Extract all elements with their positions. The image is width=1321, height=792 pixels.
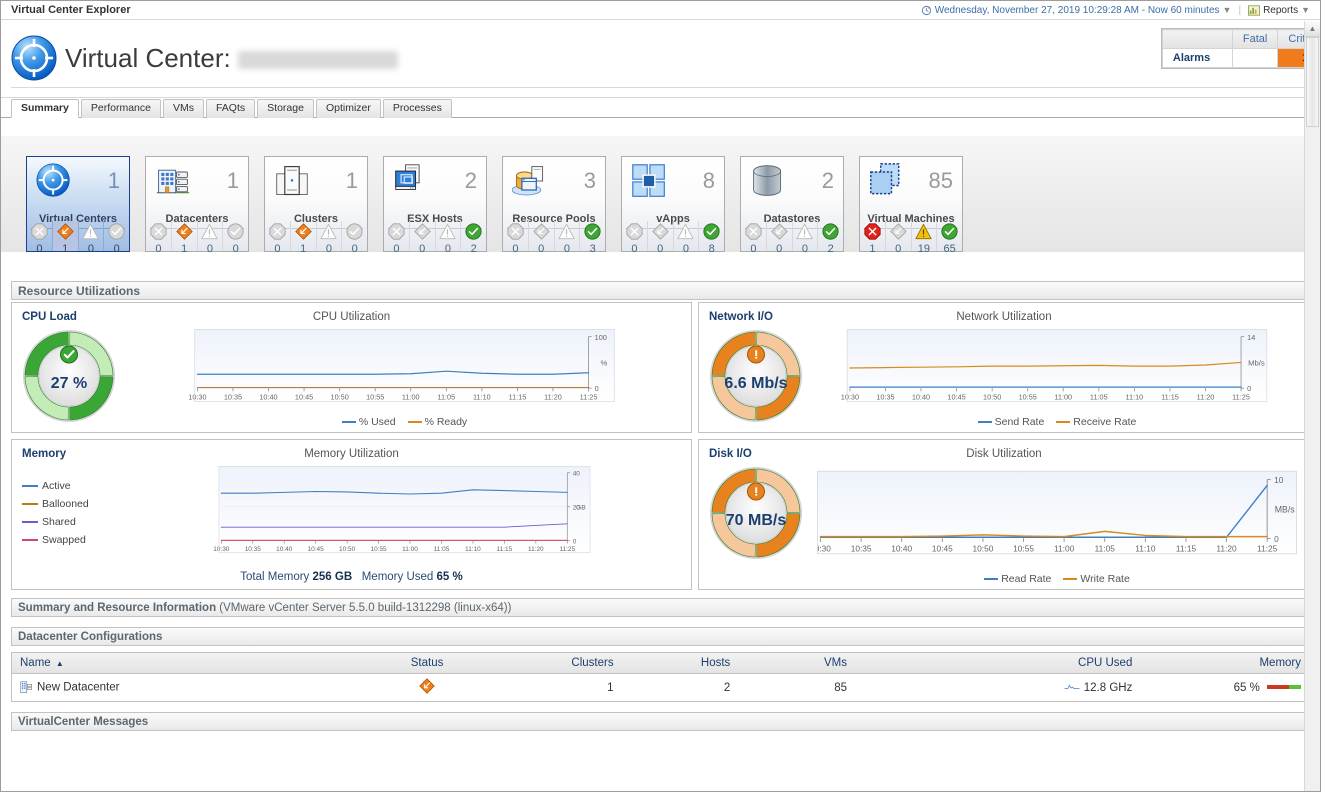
svg-text:11:20: 11:20 [1216,544,1237,554]
svg-text:10:55: 10:55 [371,546,388,553]
svg-text:11:20: 11:20 [544,393,562,402]
svg-text:40: 40 [573,471,581,478]
svg-text:10:55: 10:55 [1019,393,1037,402]
svg-text:10:50: 10:50 [331,393,349,402]
svg-text:11:00: 11:00 [1054,393,1072,402]
svg-text:10:40: 10:40 [276,546,293,553]
svg-text:10:40: 10:40 [891,544,912,554]
svg-text:11:00: 11:00 [1054,544,1075,554]
svg-text:11:25: 11:25 [559,546,575,553]
svg-text:11:05: 11:05 [437,393,455,402]
svg-text:11:20: 11:20 [1197,393,1215,402]
svg-text:10:40: 10:40 [259,393,277,402]
svg-text:10:45: 10:45 [308,546,325,553]
svg-text:11:15: 11:15 [1161,393,1179,402]
svg-text:11:15: 11:15 [497,546,513,553]
svg-text:11:15: 11:15 [509,393,527,402]
svg-text:10: 10 [1274,475,1284,485]
svg-text:10:50: 10:50 [339,546,356,553]
svg-text:GB: GB [576,505,586,512]
svg-text:10:45: 10:45 [947,393,965,402]
svg-text:100: 100 [595,333,607,342]
svg-text:11:10: 11:10 [1126,393,1144,402]
svg-text:10:45: 10:45 [295,393,313,402]
svg-text:14: 14 [1247,333,1255,342]
svg-text:10:35: 10:35 [851,544,872,554]
svg-text:Mb/s: Mb/s [1248,359,1265,368]
svg-text:11:25: 11:25 [1257,544,1278,554]
svg-text:MB/s: MB/s [1275,505,1296,515]
svg-text:11:10: 11:10 [1135,544,1156,554]
svg-text:11:10: 11:10 [465,546,481,553]
svg-text:10:40: 10:40 [912,393,930,402]
svg-text:11:05: 11:05 [1095,544,1116,554]
svg-text:11:10: 11:10 [473,393,491,402]
svg-text:10:30: 10:30 [841,393,859,402]
svg-text:11:20: 11:20 [528,546,544,553]
svg-text:10:35: 10:35 [224,393,242,402]
svg-text:11:25: 11:25 [1232,393,1250,402]
svg-text:11:25: 11:25 [580,393,598,402]
svg-text:10:30: 10:30 [188,393,206,402]
svg-text:10:50: 10:50 [973,544,994,554]
svg-text:10:55: 10:55 [1013,544,1034,554]
svg-text:0: 0 [1274,534,1279,544]
svg-text:11:15: 11:15 [1176,544,1197,554]
svg-text:10:30: 10:30 [213,546,230,553]
svg-text:10:35: 10:35 [876,393,894,402]
svg-text:0: 0 [1247,384,1251,393]
svg-text:10:50: 10:50 [983,393,1001,402]
svg-text:10:30: 10:30 [817,544,831,554]
svg-text:%: % [600,359,607,368]
svg-text:0: 0 [573,538,577,545]
svg-text:0: 0 [595,384,599,393]
svg-text:10:45: 10:45 [932,544,953,554]
svg-text:11:05: 11:05 [434,546,450,553]
svg-text:11:05: 11:05 [1090,393,1108,402]
svg-text:10:55: 10:55 [366,393,384,402]
svg-text:11:00: 11:00 [402,546,418,553]
svg-text:11:00: 11:00 [402,393,420,402]
svg-text:10:35: 10:35 [245,546,262,553]
